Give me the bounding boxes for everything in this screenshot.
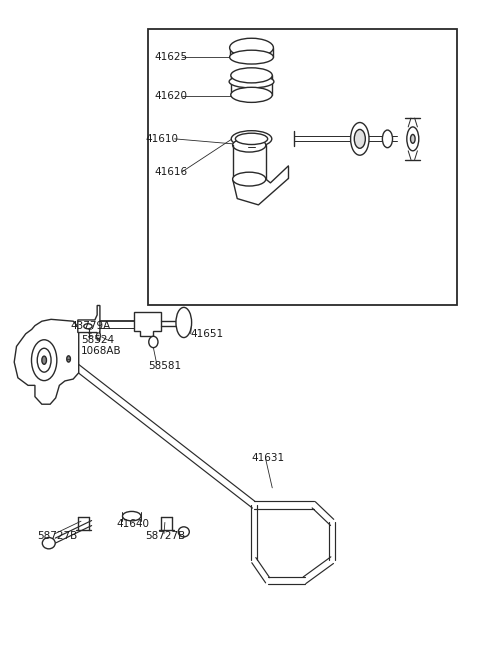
Polygon shape [134, 312, 161, 336]
Text: 58727B: 58727B [145, 531, 186, 541]
Ellipse shape [231, 87, 272, 102]
Ellipse shape [354, 130, 365, 148]
Ellipse shape [42, 538, 55, 549]
Ellipse shape [42, 356, 47, 364]
Ellipse shape [229, 75, 274, 88]
Text: 58581: 58581 [148, 362, 181, 371]
Ellipse shape [176, 307, 192, 337]
Polygon shape [14, 320, 79, 404]
Text: 1068AB: 1068AB [81, 346, 121, 356]
Ellipse shape [350, 122, 369, 155]
Ellipse shape [231, 68, 272, 83]
Ellipse shape [178, 527, 189, 537]
Text: 41610: 41610 [145, 134, 179, 144]
Ellipse shape [84, 324, 92, 329]
Ellipse shape [67, 356, 71, 362]
Text: 43779A: 43779A [71, 321, 111, 331]
Text: 58727B: 58727B [37, 531, 77, 541]
Text: 58524: 58524 [81, 335, 114, 345]
Text: 41616: 41616 [155, 166, 188, 177]
Ellipse shape [149, 336, 158, 348]
Ellipse shape [229, 50, 274, 64]
Ellipse shape [37, 348, 51, 372]
Bar [148, 29, 456, 305]
Ellipse shape [383, 130, 393, 147]
Ellipse shape [122, 512, 141, 521]
Ellipse shape [231, 131, 272, 147]
Text: 41651: 41651 [191, 329, 224, 339]
Ellipse shape [233, 138, 266, 152]
Ellipse shape [410, 134, 415, 143]
Text: 41620: 41620 [155, 91, 188, 101]
Ellipse shape [407, 127, 419, 151]
Text: 41625: 41625 [155, 52, 188, 62]
Text: 41640: 41640 [117, 519, 149, 529]
Text: 41631: 41631 [252, 453, 285, 462]
Ellipse shape [233, 172, 266, 186]
Ellipse shape [32, 340, 57, 381]
Polygon shape [78, 305, 100, 340]
Ellipse shape [235, 133, 268, 145]
Ellipse shape [229, 38, 274, 57]
Ellipse shape [96, 333, 101, 339]
